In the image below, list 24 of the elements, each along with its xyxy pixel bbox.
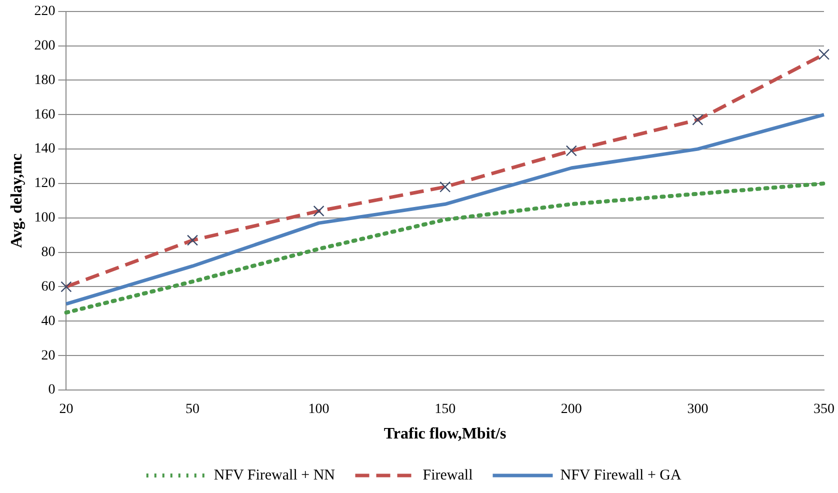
y-tick-label: 160 xyxy=(34,107,56,122)
y-tick-label: 100 xyxy=(34,210,56,226)
legend-label: NFV Firewall + NN xyxy=(214,467,336,484)
y-tick-label: 140 xyxy=(34,142,56,157)
y-tick-label: 220 xyxy=(34,4,56,20)
x-tick-label: 350 xyxy=(814,402,834,418)
y-tick-label: 80 xyxy=(41,245,56,260)
x-axis-title: Trafic flow,Mbit/s xyxy=(384,426,506,443)
x-tick-label: 300 xyxy=(687,402,708,418)
y-tick-label: 60 xyxy=(41,279,56,294)
x-tick-label: 20 xyxy=(59,402,74,418)
x-tick-label: 150 xyxy=(434,402,456,418)
x-tick-label: 50 xyxy=(186,402,200,418)
y-tick-label: 0 xyxy=(48,382,56,398)
y-tick-label: 200 xyxy=(34,38,56,54)
legend-label: NFV Firewall + GA xyxy=(560,467,682,484)
x-tick-label: 200 xyxy=(560,402,582,418)
y-tick-label: 20 xyxy=(41,348,56,364)
y-tick-label: 40 xyxy=(41,314,56,329)
legend-label: Firewall xyxy=(422,467,473,484)
y-tick-label: 180 xyxy=(34,72,56,88)
x-tick-label: 100 xyxy=(308,402,330,418)
y-axis-title: Avg. delay,mc xyxy=(8,154,26,248)
y-tick-label: 120 xyxy=(34,176,56,192)
